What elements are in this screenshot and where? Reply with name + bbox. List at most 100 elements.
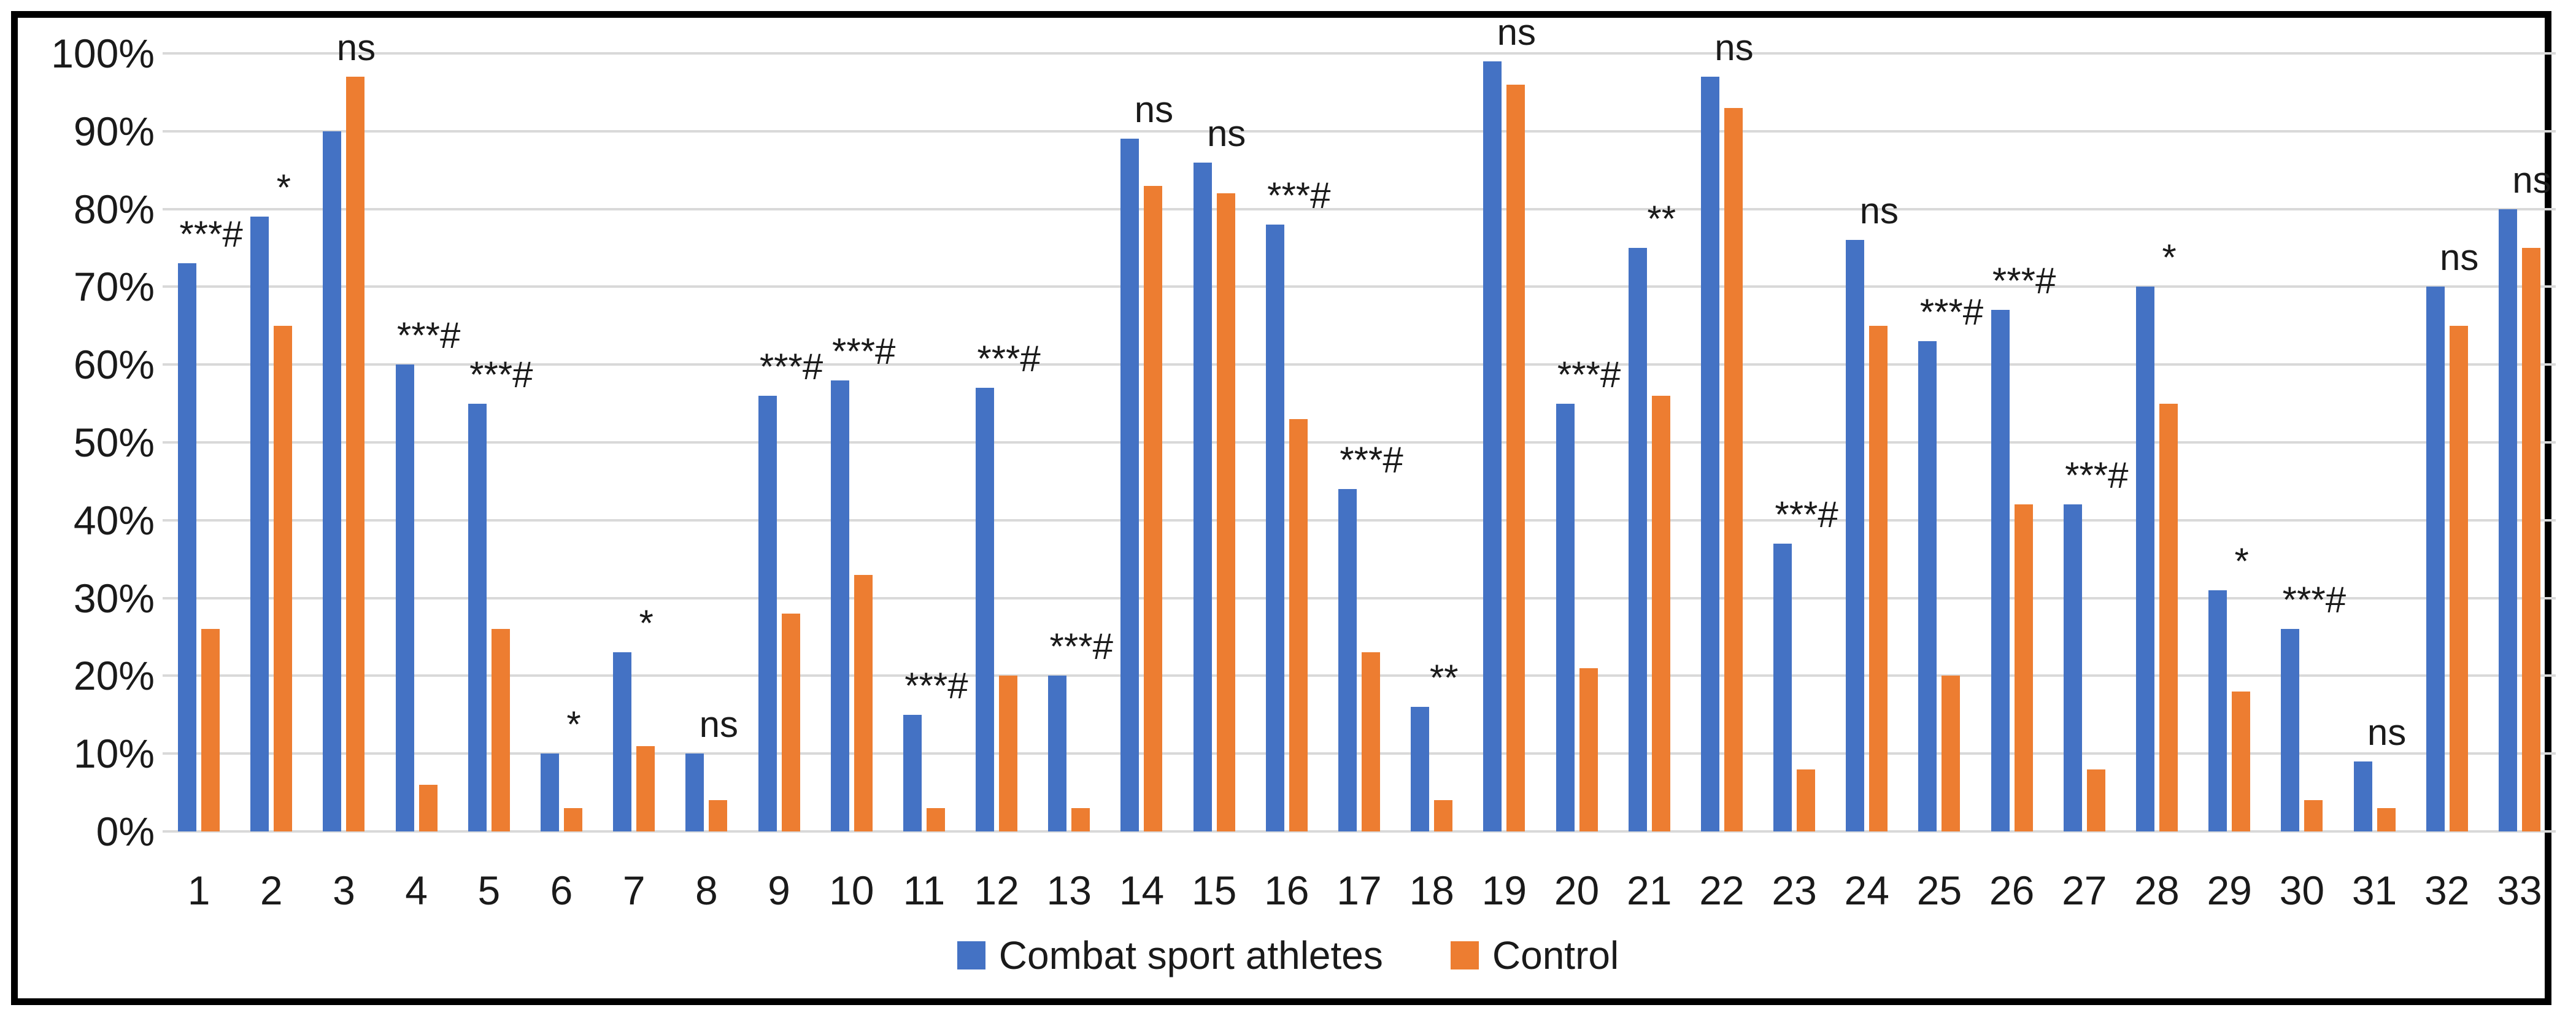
bar-control [1942, 676, 1961, 831]
bar-control [781, 613, 800, 831]
legend-item: Control [1450, 933, 1619, 978]
bar-combat-sport-athletes [250, 217, 269, 831]
x-axis-category-label: 26 [1989, 868, 2035, 913]
gridline [163, 363, 2556, 366]
bar-control [1651, 395, 1670, 831]
y-axis-tick-label: 30% [73, 575, 155, 621]
bar-combat-sport-athletes [2498, 209, 2517, 831]
bar-combat-sport-athletes [2426, 287, 2445, 831]
bar-control [1869, 325, 1888, 831]
x-axis-category-label: 5 [477, 868, 501, 913]
x-axis-category-label: 9 [768, 868, 790, 913]
bar-control [2449, 325, 2468, 831]
significance-annotation: ***# [1775, 493, 1838, 535]
x-axis-category-label: 28 [2134, 868, 2180, 913]
significance-annotation: ***# [1992, 260, 2056, 302]
bar-control [636, 746, 655, 831]
bar-control [999, 676, 1018, 831]
x-axis-category-label: 17 [1336, 868, 1382, 913]
significance-annotation: * [2234, 540, 2249, 582]
bar-combat-sport-athletes [758, 395, 777, 831]
legend-label: Control [1492, 933, 1619, 977]
significance-annotation: * [276, 167, 291, 209]
bar-combat-sport-athletes [1556, 403, 1575, 831]
x-axis-category-label: 31 [2351, 868, 2397, 913]
bar-combat-sport-athletes [2208, 590, 2227, 831]
bar-control [2232, 691, 2251, 831]
significance-annotation: ** [1647, 198, 1676, 239]
bar-control [2159, 403, 2178, 831]
bar-control [1289, 418, 1308, 831]
bar-combat-sport-athletes [2353, 761, 2372, 831]
bar-combat-sport-athletes [1048, 676, 1067, 831]
significance-annotation: ***# [179, 214, 243, 255]
x-axis-category-label: 16 [1264, 868, 1309, 913]
significance-annotation: ns [1859, 190, 1899, 232]
x-axis-category-label: 18 [1409, 868, 1454, 913]
gridline [163, 674, 2556, 677]
significance-annotation: ***# [1919, 291, 1984, 333]
bar-control [418, 784, 438, 831]
significance-annotation: ***# [977, 338, 1041, 380]
significance-annotation: ns [1714, 27, 1754, 69]
x-axis-category-label: 19 [1481, 868, 1527, 913]
gridline [163, 518, 2556, 522]
significance-annotation: * [639, 603, 654, 644]
bar-control [491, 629, 510, 831]
x-axis-category-label: 13 [1046, 868, 1092, 913]
x-axis-category-label: 3 [333, 868, 355, 913]
bar-combat-sport-athletes [1120, 139, 1140, 831]
significance-annotation: ***# [759, 345, 823, 387]
significance-annotation: ***# [1267, 174, 1331, 216]
significance-annotation: ns [1497, 11, 1537, 53]
y-axis-tick-label: 0% [96, 809, 155, 854]
x-axis-category-label: 32 [2424, 868, 2470, 913]
x-axis-category-label: 1 [187, 868, 210, 913]
gridline [163, 129, 2556, 133]
significance-annotation: ***# [1049, 626, 1113, 668]
gridline [163, 207, 2556, 210]
x-axis-category-label: 22 [1699, 868, 1745, 913]
bar-control [1216, 193, 1235, 831]
bar-control [926, 807, 945, 831]
bar-combat-sport-athletes [395, 364, 414, 831]
significance-annotation: ***# [1340, 439, 1403, 481]
y-axis-tick-label: 20% [73, 653, 155, 699]
x-axis-category-label: 30 [2279, 868, 2325, 913]
bar-combat-sport-athletes [685, 753, 704, 831]
x-axis-category-label: 7 [622, 868, 646, 913]
significance-annotation: ***# [396, 315, 461, 356]
x-axis-category-label: 6 [550, 868, 573, 913]
y-axis-tick-label: 40% [73, 497, 155, 543]
legend: Combat sport athletes Control [0, 933, 2576, 978]
bar-control [2086, 769, 2105, 831]
bar-combat-sport-athletes [541, 753, 559, 831]
x-axis-category-label: 33 [2497, 868, 2542, 913]
y-axis-tick-label: 60% [73, 342, 155, 388]
bar-control [2014, 504, 2033, 831]
bar-combat-sport-athletes [323, 131, 342, 831]
significance-annotation: * [566, 704, 581, 746]
bar-combat-sport-athletes [1265, 224, 1284, 831]
bar-combat-sport-athletes [1846, 240, 1865, 831]
bar-combat-sport-athletes [2281, 629, 2300, 831]
bar-combat-sport-athletes [613, 652, 632, 831]
legend-swatch-icon [957, 941, 985, 969]
bar-control [854, 574, 873, 831]
bar-control [1724, 107, 1743, 831]
bar-combat-sport-athletes [468, 403, 487, 831]
x-axis-category-label: 27 [2062, 868, 2107, 913]
gridline [163, 596, 2556, 599]
bar-combat-sport-athletes [1338, 489, 1357, 831]
bar-control [1797, 769, 1816, 831]
significance-annotation: ns [2512, 159, 2551, 201]
y-axis-tick-label: 90% [73, 108, 155, 154]
significance-annotation: ***# [832, 330, 896, 372]
bar-combat-sport-athletes [1628, 248, 1647, 831]
x-axis-category-label: 10 [829, 868, 874, 913]
significance-annotation: ***# [469, 353, 533, 395]
x-axis-category-label: 14 [1119, 868, 1165, 913]
bar-combat-sport-athletes [830, 380, 849, 831]
x-axis-category-label: 21 [1627, 868, 1672, 913]
x-axis-category-label: 24 [1844, 868, 1889, 913]
